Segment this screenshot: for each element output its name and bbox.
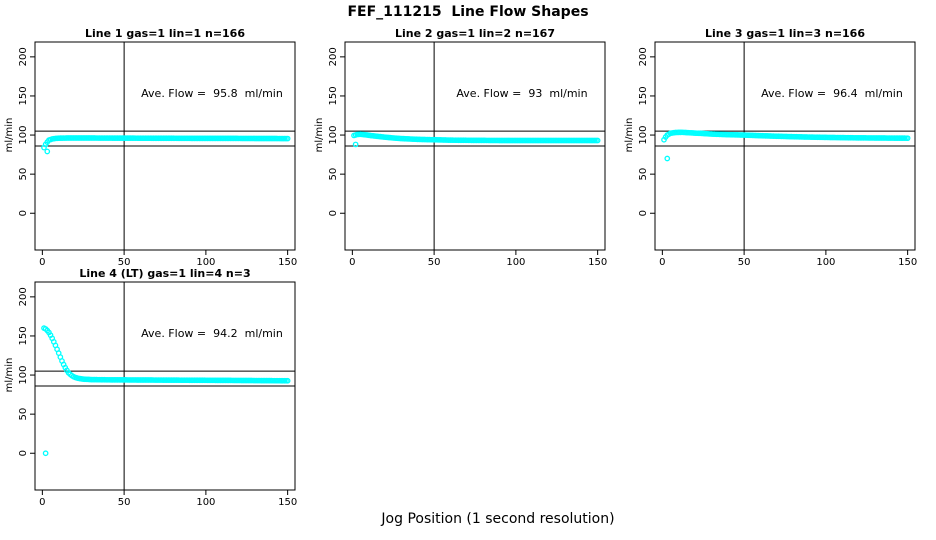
subplot-title: Line 2 gas=1 lin=2 n=167 [395, 27, 555, 40]
annotation-ave-flow: Ave. Flow = 95.8 ml/min [141, 87, 283, 100]
y-tick-label: 50 [328, 168, 339, 181]
annotation-ave-flow: Ave. Flow = 94.2 ml/min [141, 327, 283, 340]
data-point [594, 137, 601, 144]
x-tick-label: 100 [196, 257, 215, 268]
x-tick-label: 50 [118, 497, 131, 508]
y-tick-label: 50 [638, 168, 649, 181]
y-tick-label: 50 [18, 408, 29, 421]
subplot-1: 0 50 100 150 0 50 100 150 200 ml/min Ave. Flow = 9… [0, 25, 310, 271]
data-point [284, 135, 291, 142]
x-tick-label: 150 [278, 257, 297, 268]
y-tick-label: 100 [18, 366, 29, 385]
x-tick-label: 100 [816, 257, 835, 268]
y-axis-label: ml/min [314, 118, 325, 153]
y-axis-label: ml/min [4, 118, 15, 153]
x-tick-label: 100 [506, 257, 525, 268]
data-point [904, 135, 911, 142]
y-axis-label: ml/min [4, 358, 15, 393]
y-tick-label: 0 [328, 210, 339, 216]
subplot-svg: 0 50 100 150 0 50 100 150 200 ml/min Ave. Flow = 9… [4, 27, 297, 268]
y-tick-label: 150 [18, 86, 29, 105]
y-tick-label: 0 [18, 450, 29, 456]
y-tick-label: 150 [638, 86, 649, 105]
y-tick-label: 200 [328, 47, 339, 66]
annotation-ave-flow: Ave. Flow = 93 ml/min [456, 87, 587, 100]
subplot-title: Line 4 (LT) gas=1 lin=4 n=3 [79, 267, 250, 280]
x-axis-label: Jog Position (1 second resolution) [381, 511, 615, 527]
x-tick-label: 50 [738, 257, 751, 268]
figure-title: FEF_111215 Line Flow Shapes [347, 4, 589, 20]
subplot-svg: 0 50 100 150 0 50 100 150 200 ml/min Ave. Flow = 9… [624, 27, 917, 268]
subplot-2: 0 50 100 150 0 50 100 150 200 ml/min Ave. Flow = 9… [310, 25, 620, 271]
y-tick-label: 100 [18, 126, 29, 145]
y-tick-label: 100 [638, 126, 649, 145]
annotation-ave-flow: Ave. Flow = 96.4 ml/min [761, 87, 903, 100]
subplot-title: Line 1 gas=1 lin=1 n=166 [85, 27, 245, 40]
y-tick-label: 150 [328, 86, 339, 105]
y-axis-label: ml/min [624, 118, 635, 153]
outlier-point [42, 450, 49, 457]
x-tick-label: 50 [118, 257, 131, 268]
outlier-point [352, 141, 359, 148]
subplot-3: 0 50 100 150 0 50 100 150 200 ml/min Ave. Flow = 9… [620, 25, 930, 271]
x-tick-label: 100 [196, 497, 215, 508]
plot-box [34, 281, 296, 491]
outlier-point [44, 148, 51, 155]
y-tick-label: 200 [18, 287, 29, 306]
subplot-svg: 0 50 100 150 0 50 100 150 200 ml/min Ave. Flow = 9… [4, 267, 297, 508]
x-tick-label: 0 [659, 257, 665, 268]
y-tick-label: 200 [18, 47, 29, 66]
x-tick-label: 0 [39, 497, 45, 508]
plot-box [344, 41, 606, 251]
subplot-4: 0 50 100 150 0 50 100 150 200 ml/min Ave. Flow = 9… [0, 265, 310, 511]
data-point [284, 377, 291, 384]
y-tick-label: 0 [638, 210, 649, 216]
x-tick-label: 0 [349, 257, 355, 268]
subplot-svg: 0 50 100 150 0 50 100 150 200 ml/min Ave. Flow = 9… [314, 27, 607, 268]
x-tick-label: 150 [588, 257, 607, 268]
plot-box [34, 41, 296, 251]
x-tick-label: 50 [428, 257, 441, 268]
y-tick-label: 0 [18, 210, 29, 216]
y-tick-label: 100 [328, 126, 339, 145]
subplot-title: Line 3 gas=1 lin=3 n=166 [705, 27, 865, 40]
x-tick-label: 0 [39, 257, 45, 268]
x-tick-label: 150 [898, 257, 917, 268]
y-tick-label: 200 [638, 47, 649, 66]
y-tick-label: 50 [18, 168, 29, 181]
plot-box [654, 41, 916, 251]
y-tick-label: 150 [18, 326, 29, 345]
outlier-point [664, 155, 671, 162]
x-tick-label: 150 [278, 497, 297, 508]
